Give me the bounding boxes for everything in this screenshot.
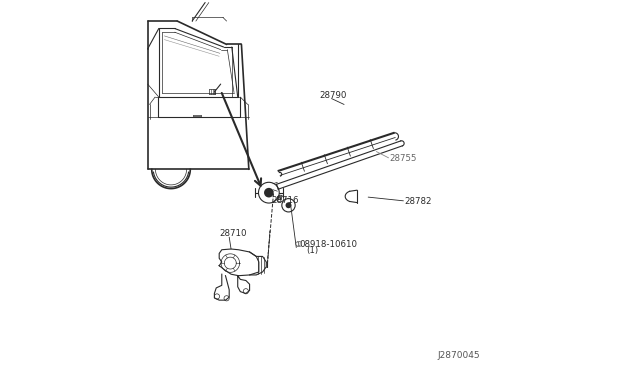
Text: (1): (1) bbox=[306, 247, 318, 256]
Text: 28716: 28716 bbox=[271, 196, 299, 205]
Circle shape bbox=[285, 202, 291, 208]
Text: 28782: 28782 bbox=[404, 197, 431, 206]
Text: 28755: 28755 bbox=[389, 154, 417, 163]
Text: N: N bbox=[276, 196, 282, 202]
Text: 28710: 28710 bbox=[219, 229, 246, 238]
Text: ①: ① bbox=[295, 240, 302, 249]
Circle shape bbox=[264, 188, 274, 198]
Text: 08918-10610: 08918-10610 bbox=[299, 240, 357, 249]
Text: 28790: 28790 bbox=[319, 91, 347, 100]
Text: J2870045: J2870045 bbox=[438, 351, 480, 360]
